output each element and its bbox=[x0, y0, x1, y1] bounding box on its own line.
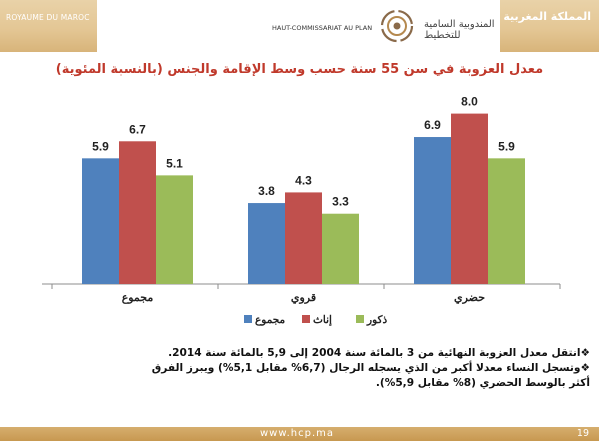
kingdom-name-fr: ROYAUME DU MAROC bbox=[6, 13, 90, 22]
x-tick-label: قروي bbox=[291, 292, 316, 305]
bar bbox=[248, 203, 285, 284]
note-item: ❖وتسجل النساء معدلا أكبر من الذي يسجله ا… bbox=[151, 362, 590, 389]
legend-swatch bbox=[244, 315, 252, 323]
x-tick-label: حضري bbox=[454, 292, 485, 305]
bar bbox=[119, 141, 156, 284]
bar-value-label: 3.3 bbox=[332, 195, 349, 209]
footer-url: www.hcp.ma bbox=[260, 428, 335, 439]
footer-band: www.hcp.ma 19 bbox=[0, 427, 599, 441]
bar bbox=[414, 137, 451, 284]
legend-swatch bbox=[356, 315, 364, 323]
chart-title: معدل العزوبة في سن 55 سنة حسب وسط الإقام… bbox=[55, 62, 544, 77]
bar bbox=[82, 158, 119, 284]
bar bbox=[156, 175, 193, 284]
bar-value-label: 5.9 bbox=[92, 139, 109, 153]
org-name-ar: المندوبية السامية للتخطيط bbox=[424, 19, 495, 41]
header-band: ROYAUME DU MAROC HAUT-COMMISSARIAT AU PL… bbox=[0, 0, 599, 52]
notes-block: ❖انتقل معدل العزوبة النهائية من 3 بالمائ… bbox=[150, 346, 590, 391]
page-number: 19 bbox=[576, 428, 589, 439]
bar-value-label: 4.3 bbox=[295, 173, 312, 187]
bar bbox=[488, 158, 525, 284]
header-left-panel: ROYAUME DU MAROC bbox=[0, 0, 97, 52]
legend-label: مجموع bbox=[255, 314, 286, 326]
x-tick-label: مجموع bbox=[122, 292, 154, 304]
bar bbox=[285, 192, 322, 284]
kingdom-name-ar: المملكة المغربية bbox=[503, 10, 591, 23]
bar-value-label: 5.9 bbox=[498, 139, 515, 153]
org-name-fr: HAUT-COMMISSARIAT AU PLAN bbox=[272, 24, 373, 32]
legend-swatch bbox=[302, 315, 310, 323]
bar-value-label: 6.7 bbox=[129, 122, 146, 136]
header-right-panel: المملكة المغربية bbox=[500, 0, 599, 52]
bar-value-label: 8.0 bbox=[461, 95, 478, 109]
header-center: HAUT-COMMISSARIAT AU PLAN المندوبية السا… bbox=[97, 0, 500, 52]
note-item: ❖انتقل معدل العزوبة النهائية من 3 بالمائ… bbox=[168, 347, 590, 359]
bar-value-label: 6.9 bbox=[424, 118, 441, 132]
bar-value-label: 3.8 bbox=[258, 184, 275, 198]
bar bbox=[451, 113, 488, 284]
bar bbox=[322, 213, 359, 284]
plot-area: 5.9 6.7 5.1 مجموع 3.8 4.3 3.3 قروي 6.9 8.0 5.9 حضري… bbox=[42, 95, 561, 327]
bar-value-label: 5.1 bbox=[166, 156, 183, 170]
legend-label: ذكور bbox=[366, 314, 387, 326]
hcp-logo-icon bbox=[380, 9, 414, 43]
legend-label: إناث bbox=[313, 314, 332, 327]
